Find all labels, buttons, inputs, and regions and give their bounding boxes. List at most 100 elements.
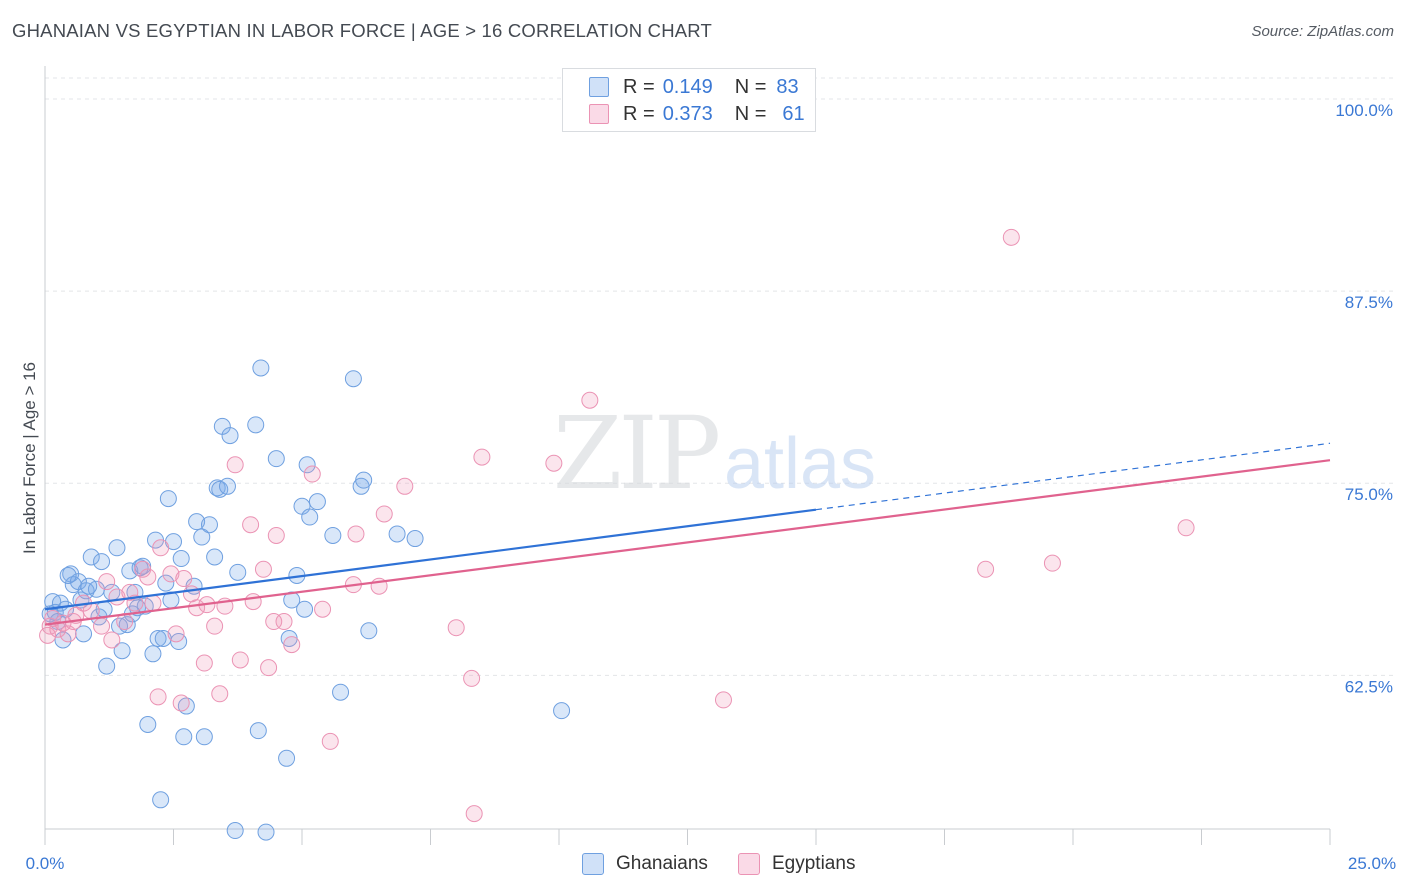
legend-r-value: 0.373 [662,102,713,125]
ghanaian-point [278,749,296,767]
x-tick-label: 25.0% [1348,854,1396,873]
legend-r-label: R = [623,75,655,98]
ghanaian-point [267,450,285,468]
legend-row-egyptians: R = 0.373 N = 61 [589,102,805,126]
watermark-zip: ZIP [553,395,718,512]
egyptian-point [1043,554,1061,572]
bottom-legend-egyptians: Egyptians [738,852,855,876]
egyptian-point [447,619,465,637]
egyptian-point [82,602,100,620]
ghanaian-point [82,548,100,566]
egyptian-point [1002,228,1020,246]
ghanaian-point [226,822,244,840]
legend-row-ghanaians: R = 0.149 N = 83 [589,75,799,99]
egyptian-point [267,526,285,544]
ghanaian-point [221,427,239,445]
ghanaian-point [308,493,326,511]
egyptian-point [714,691,732,709]
egyptian-point [465,805,483,823]
ghanaian-point [172,550,190,568]
series-ghanaians [41,359,571,841]
ghanaian-point [113,642,131,660]
egyptian-point [581,391,599,409]
ghanaian-point [98,657,116,675]
legend-n-value: 83 [776,75,799,98]
egyptian-point [152,539,170,557]
ghanaian-point [332,683,350,701]
egyptian-point [545,454,563,472]
legend-r-value: 0.149 [662,75,713,98]
egyptian-point [211,685,229,703]
egyptian-point [226,456,244,474]
egyptian-point [103,631,121,649]
egyptian-point [93,617,111,635]
x-tick-label: 0.0% [26,854,65,873]
chart-title: GHANAIAN VS EGYPTIAN IN LABOR FORCE | AG… [12,20,713,41]
ghanaian-point [344,370,362,388]
ghanaian-point [406,530,424,548]
egyptian-point [244,593,262,611]
ghanaian-point [355,471,373,489]
ghanaian-trend-line [44,508,817,611]
ghanaian-point [249,722,267,740]
egyptian-point [260,659,278,677]
correlation-legend: R = 0.149 N = 83 R = 0.373 N = 61 [562,68,816,132]
egyptian-point [175,570,193,588]
ghanaian-point [206,548,224,566]
ghanaian-point [195,728,213,746]
ghanaian-trend-extension [815,442,1331,511]
ghanaian-point [298,456,316,474]
ghanaian-point [257,823,275,841]
y-tick-label: 75.0% [1345,485,1393,504]
bottom-legend-swatch-blue [582,853,604,875]
y-tick-label: 62.5% [1345,677,1393,696]
egyptian-point [1177,519,1195,537]
egyptian-point [473,448,491,466]
ghanaian-point [247,416,265,434]
egyptian-point [172,694,190,712]
bottom-legend-ghanaians: Ghanaians [582,852,708,876]
egyptian-point [265,613,283,631]
egyptian-point [121,583,139,601]
ghanaian-point [301,508,319,526]
egyptian-point [375,505,393,523]
trend-lines [44,442,1331,626]
egyptian-point [206,617,224,635]
y-axis-label: In Labor Force | Age > 16 [20,361,39,555]
ghanaian-point [324,526,342,544]
egyptian-point [321,732,339,750]
ghanaian-point [118,616,136,634]
ghanaian-point [157,574,175,592]
tick-labels: 62.5% 75.0% 87.5% 100.0% 0.0% 25.0% [26,101,1396,873]
watermark: ZIP atlas [553,395,876,512]
ghanaian-point [139,716,157,734]
egyptian-point [977,560,995,578]
egyptian-point [463,669,481,687]
ghanaian-point [159,490,177,508]
ghanaian-point [229,563,247,581]
legend-n-label: N = [734,75,767,98]
egyptian-point [139,568,157,586]
legend-n-value: 61 [782,102,805,125]
egyptian-point [98,573,116,591]
ghanaian-point [177,697,195,715]
egyptian-point [149,688,167,706]
bottom-legend-swatch-pink [738,853,760,875]
ghanaian-point [252,359,270,377]
egyptian-trend-line [44,459,1331,626]
ghanaian-point [59,566,77,584]
egyptian-point [162,565,180,583]
egyptian-point [314,600,332,618]
y-tick-label: 87.5% [1345,293,1393,312]
ghanaian-point [108,539,126,557]
ghanaian-point [553,702,571,720]
egyptian-point [167,625,185,643]
bottom-legend-label: Ghanaians [616,853,708,874]
axes [44,66,1331,845]
ghanaian-point [75,625,93,643]
bottom-legend-label: Egyptians [772,853,856,874]
ghanaian-point [188,513,206,531]
egyptian-point [275,613,293,631]
egyptian-point [195,654,213,672]
